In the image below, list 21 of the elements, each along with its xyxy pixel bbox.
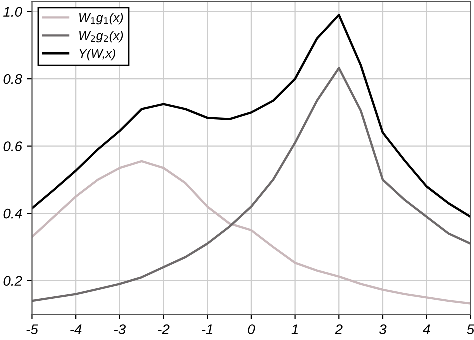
line-series	[32, 14, 471, 218]
line-series	[32, 67, 471, 302]
y-tick-label: 1.0	[4, 7, 22, 17]
x-tick-label: -1	[202, 324, 213, 334]
y-tick-label: 0.6	[4, 142, 23, 152]
x-tick-label: 4	[423, 324, 430, 334]
legend-label: W$_{2}$g$_{2}$(x)	[80, 30, 124, 43]
legend-label: Y(W,x)	[80, 48, 116, 61]
x-tick-label: -5	[26, 324, 38, 334]
y-tick-label: 0.2	[4, 276, 22, 286]
x-tick-label: 1	[292, 324, 298, 334]
y-tick-label: 0.4	[4, 208, 22, 219]
x-tick-label: -3	[114, 324, 126, 334]
y-tick-label: 0.8	[4, 74, 22, 84]
legend-label: W$_{1}$g$_{1}$(x)	[80, 12, 124, 25]
x-tick-label: -4	[70, 324, 82, 334]
x-tick-label: 3	[379, 324, 387, 334]
x-tick-label: 2	[335, 324, 343, 334]
x-tick-label: -2	[158, 324, 170, 334]
x-tick-label: 0	[248, 324, 256, 334]
line-series	[32, 160, 471, 305]
